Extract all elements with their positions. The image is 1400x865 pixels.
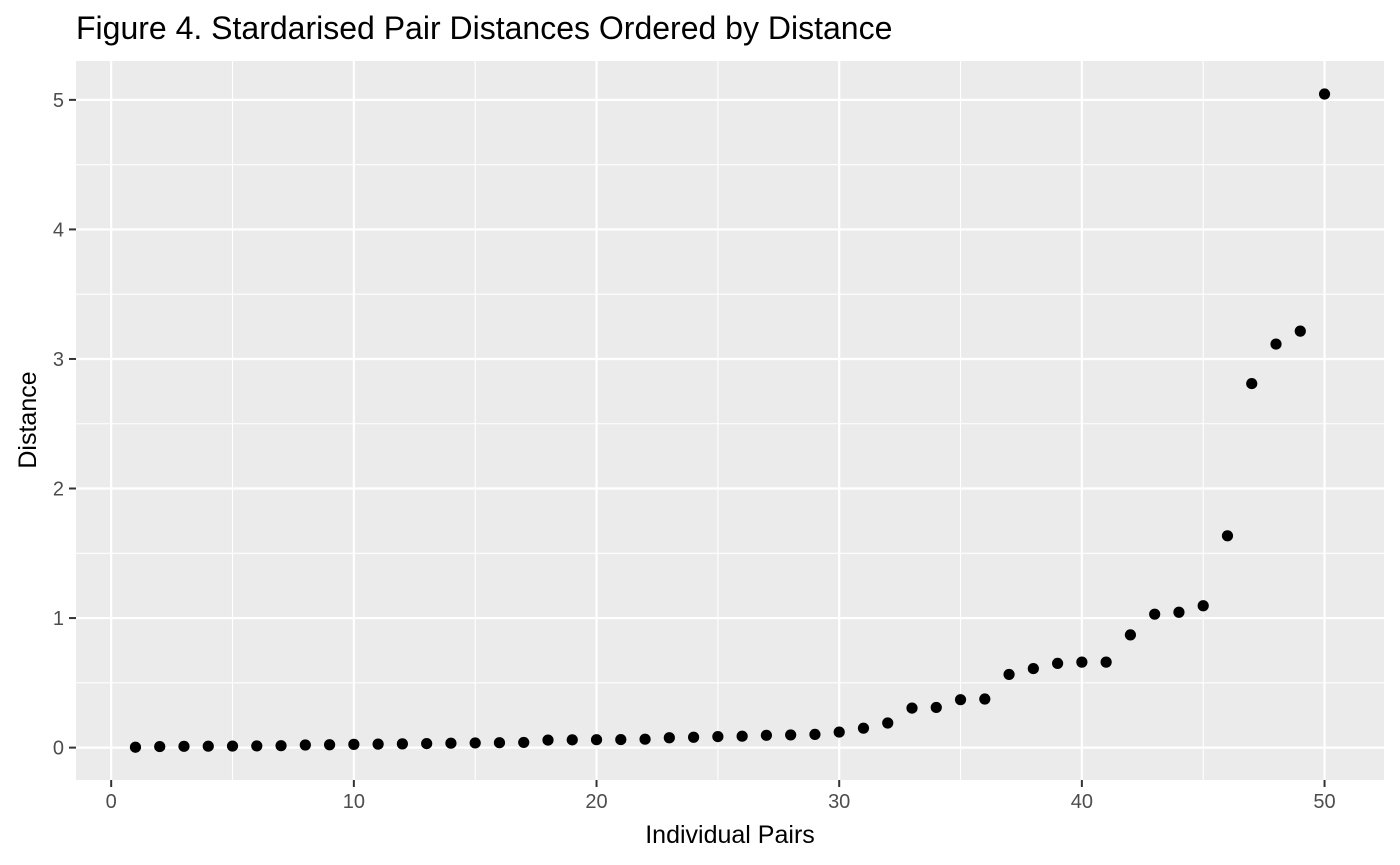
data-point — [882, 717, 894, 729]
y-tick-label: 1 — [53, 608, 64, 630]
data-point — [154, 740, 166, 753]
data-point — [687, 731, 700, 743]
data-point — [1197, 600, 1209, 612]
data-point — [712, 731, 724, 743]
data-point — [372, 738, 384, 750]
data-point — [323, 739, 336, 751]
chart-title: Figure 4. Stardarised Pair Distances Ord… — [76, 10, 892, 46]
data-point — [518, 736, 530, 749]
data-point — [251, 740, 263, 752]
y-tick-label: 4 — [53, 219, 64, 241]
data-point — [736, 730, 748, 742]
data-point — [178, 740, 190, 752]
data-point — [129, 741, 142, 753]
data-point — [954, 694, 967, 706]
data-point — [906, 702, 918, 714]
data-point — [1294, 325, 1306, 337]
data-point — [930, 701, 942, 714]
y-axis: 0 1 2 3 4 5 — [53, 90, 76, 760]
data-point — [493, 737, 506, 749]
data-point — [1221, 530, 1234, 542]
y-axis-title: Distance — [14, 371, 42, 468]
data-point — [469, 737, 481, 749]
data-point — [445, 737, 457, 749]
y-tick-label: 5 — [53, 90, 64, 112]
data-point — [1318, 88, 1331, 100]
data-point — [396, 738, 408, 750]
x-tick-label: 20 — [585, 791, 607, 813]
y-tick-label: 3 — [53, 349, 64, 371]
data-point — [1173, 606, 1185, 618]
y-tick-label: 0 — [53, 738, 64, 760]
y-tick-label: 2 — [53, 479, 64, 501]
x-tick-label: 30 — [828, 791, 850, 813]
data-point — [542, 734, 554, 746]
x-axis: 0 10 20 30 40 50 — [106, 780, 1336, 813]
x-tick-label: 0 — [106, 791, 117, 813]
data-point — [1124, 629, 1137, 641]
data-point — [979, 693, 991, 705]
major-gridlines — [76, 61, 1384, 780]
data-point — [663, 732, 675, 744]
data-point — [615, 733, 627, 746]
data-point — [1149, 608, 1161, 620]
data-point — [1003, 668, 1015, 681]
data-point — [348, 738, 360, 750]
data-point — [833, 726, 845, 738]
data-point — [590, 734, 603, 746]
data-point — [275, 740, 287, 752]
data-point — [1052, 657, 1064, 670]
data-point — [1246, 377, 1258, 390]
data-points — [129, 88, 1331, 753]
data-point — [1270, 338, 1282, 350]
data-point — [226, 740, 239, 752]
data-point — [639, 733, 651, 745]
minor-gridlines — [76, 61, 1384, 780]
data-point — [760, 729, 773, 741]
x-tick-label: 40 — [1071, 791, 1093, 813]
data-point — [421, 737, 433, 750]
data-point — [1027, 662, 1039, 675]
data-point — [857, 722, 870, 734]
x-tick-label: 10 — [343, 791, 365, 813]
x-tick-label: 50 — [1313, 791, 1335, 813]
data-point — [1076, 656, 1088, 668]
plot-panel — [76, 61, 1384, 780]
data-point — [1100, 656, 1112, 668]
data-point — [809, 728, 821, 740]
data-point — [785, 729, 797, 741]
data-point — [299, 739, 311, 751]
data-point — [202, 740, 214, 752]
x-axis-title: Individual Pairs — [645, 821, 815, 849]
data-point — [566, 734, 578, 746]
